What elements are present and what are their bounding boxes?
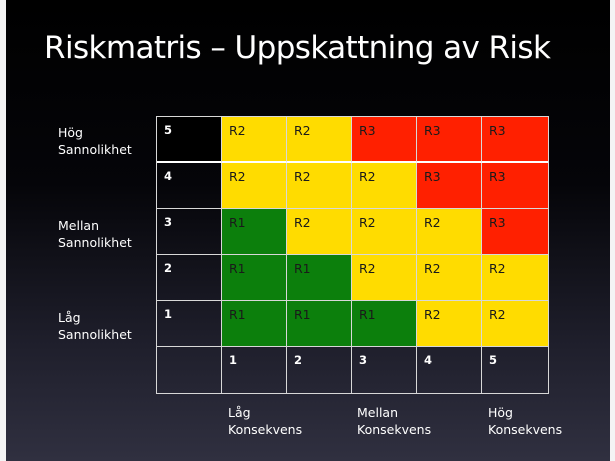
- risk-cell-p2-c2: R1: [287, 255, 352, 301]
- risk-level-label: R2: [294, 169, 311, 184]
- y-label-high: Hög Sannolikhet: [58, 124, 132, 158]
- risk-level-label: R2: [424, 307, 441, 322]
- risk-cell-p5-c4: R3: [417, 117, 482, 163]
- risk-level-label: R3: [489, 215, 506, 230]
- risk-level-label: R1: [229, 307, 246, 322]
- probability-level-4: 4: [157, 163, 222, 209]
- risk-cell-p2-c3: R2: [352, 255, 417, 301]
- x-label-low-line2: Konsekvens: [228, 422, 303, 437]
- probability-level-5: 5: [157, 117, 222, 163]
- y-label-high-line1: Hög: [58, 125, 83, 140]
- risk-cell-p3-c1: R1: [222, 209, 287, 255]
- risk-level-label: R1: [294, 261, 311, 276]
- risk-level-label: R2: [359, 215, 376, 230]
- risk-cell-p3-c2: R2: [287, 209, 352, 255]
- risk-cell-p2-c5: R2: [482, 255, 548, 301]
- risk-level-label: R2: [489, 307, 506, 322]
- y-label-mid-line2: Sannolikhet: [58, 235, 132, 250]
- risk-level-label: R3: [359, 123, 376, 138]
- probability-level-3: 3: [157, 209, 222, 255]
- risk-level-label: R2: [359, 169, 376, 184]
- risk-level-label: R2: [294, 215, 311, 230]
- risk-cell-p4-c2: R2: [287, 163, 352, 209]
- slide-title: Riskmatris – Uppskattning av Risk: [44, 30, 551, 66]
- y-label-low-line2: Sannolikhet: [58, 327, 132, 342]
- risk-cell-p1-c5: R2: [482, 301, 548, 347]
- probability-level-2: 2: [157, 255, 222, 301]
- consequence-level-5: 5: [489, 353, 498, 367]
- risk-cell-p3-c5: R3: [482, 209, 548, 255]
- risk-cell-p4-c3: R2: [352, 163, 417, 209]
- risk-level-label: R3: [489, 169, 506, 184]
- risk-cell-p5-c2: R2: [287, 117, 352, 163]
- risk-cell-p4-c5: R3: [482, 163, 548, 209]
- risk-cell-p2-c4: R2: [417, 255, 482, 301]
- consequence-level-1: 1: [222, 347, 287, 393]
- risk-level-label: R1: [229, 215, 246, 230]
- y-label-low-line1: Låg: [58, 310, 81, 325]
- risk-level-label: R2: [359, 261, 376, 276]
- risk-cell-p4-c4: R3: [417, 163, 482, 209]
- consequence-level-4: 4: [417, 347, 482, 393]
- x-label-high-line2: Konsekvens: [488, 422, 563, 437]
- y-label-low: Låg Sannolikhet: [58, 309, 132, 343]
- x-label-high: Hög Konsekvens: [488, 404, 562, 438]
- risk-cell-p1-c2: R1: [287, 301, 352, 347]
- risk-matrix: 5 R2 R2 R3 R3 R3 4 R2 R2 R2 R3 R3 3 R1 R2 R2 R2 R3 2 R1 R1 R2…: [156, 116, 549, 394]
- risk-level-label: R3: [424, 123, 441, 138]
- risk-cell-p4-c1: R2: [222, 163, 287, 209]
- x-label-mid-line1: Mellan: [357, 405, 399, 420]
- risk-level-label: R2: [229, 123, 246, 138]
- risk-level-label: R1: [229, 261, 246, 276]
- x-label-mid-line2: Konsekvens: [357, 422, 432, 437]
- consequence-level-3: 3: [352, 347, 417, 393]
- risk-cell-p5-c1: R2: [222, 117, 287, 163]
- x-label-high-line1: Hög: [488, 405, 513, 420]
- risk-cell-p5-c5: R3: [482, 117, 548, 163]
- risk-level-label: R2: [424, 261, 441, 276]
- risk-level-label: R3: [489, 123, 506, 138]
- risk-cell-p1-c4: R2: [417, 301, 482, 347]
- risk-level-label: R3: [424, 169, 441, 184]
- probability-level-1: 1: [157, 301, 222, 347]
- risk-cell-p5-c3: R3: [352, 117, 417, 163]
- risk-cell-p3-c3: R2: [352, 209, 417, 255]
- risk-level-label: R1: [359, 307, 376, 322]
- slide-frame-right: [610, 0, 615, 461]
- risk-cell-p2-c1: R1: [222, 255, 287, 301]
- risk-level-label: R2: [489, 261, 506, 276]
- risk-level-label: R2: [424, 215, 441, 230]
- risk-level-label: R2: [229, 169, 246, 184]
- risk-level-label: R2: [294, 123, 311, 138]
- y-label-mid: Mellan Sannolikhet: [58, 217, 132, 251]
- matrix-corner: [157, 347, 222, 393]
- x-label-low: Låg Konsekvens: [228, 404, 302, 438]
- risk-cell-p1-c1: R1: [222, 301, 287, 347]
- x-label-mid: Mellan Konsekvens: [357, 404, 431, 438]
- risk-cell-p3-c4: R2: [417, 209, 482, 255]
- slide-frame-left: [0, 0, 6, 461]
- consequence-level-2: 2: [287, 347, 352, 393]
- x-label-low-line1: Låg: [228, 405, 251, 420]
- y-label-high-line2: Sannolikhet: [58, 142, 132, 157]
- risk-level-label: R1: [294, 307, 311, 322]
- y-label-mid-line1: Mellan: [58, 218, 100, 233]
- risk-cell-p1-c3: R1: [352, 301, 417, 347]
